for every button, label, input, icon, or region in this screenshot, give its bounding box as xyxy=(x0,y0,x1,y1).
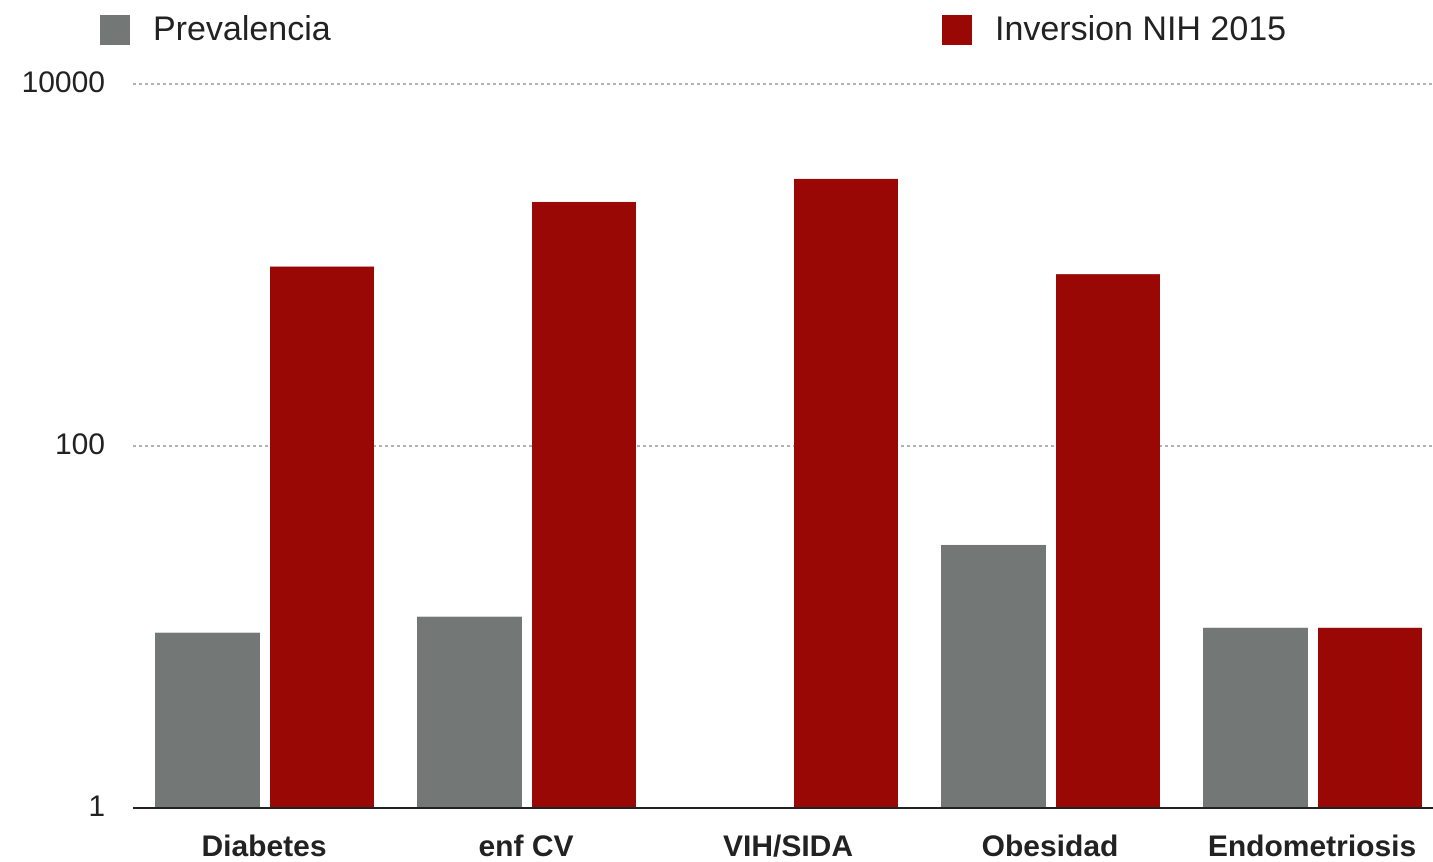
x-tick-label: Obesidad xyxy=(982,830,1119,862)
legend-label: Inversion NIH 2015 xyxy=(995,10,1286,48)
bar xyxy=(1203,627,1308,808)
bar xyxy=(270,266,374,808)
y-tick-label: 100 xyxy=(55,428,105,461)
legend-swatch xyxy=(942,15,972,45)
bar xyxy=(794,178,898,809)
bar xyxy=(532,201,636,809)
legend-label: Prevalencia xyxy=(153,10,331,48)
bar xyxy=(417,616,522,808)
x-tick-label: Endometriosis xyxy=(1208,830,1416,862)
bar xyxy=(941,544,1046,808)
x-tick-label: enf CV xyxy=(478,830,573,862)
legend-swatch xyxy=(100,15,130,45)
y-tick-label: 1 xyxy=(88,790,105,823)
x-tick-label: Diabetes xyxy=(201,830,326,862)
bar xyxy=(155,632,260,808)
bar xyxy=(1318,627,1422,808)
bar xyxy=(1056,274,1160,808)
x-tick-label: VIH/SIDA xyxy=(723,830,853,862)
y-tick-label: 10000 xyxy=(22,66,105,99)
